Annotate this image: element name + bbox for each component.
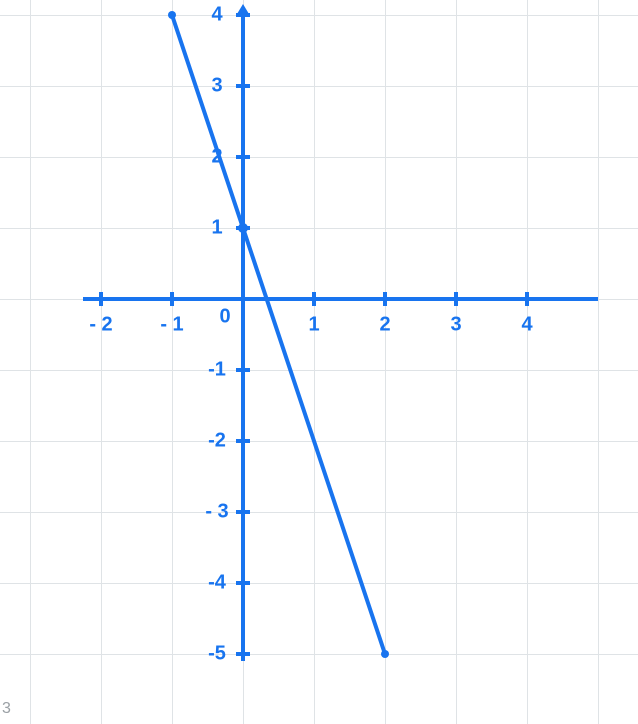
y-tick-label: -5	[208, 643, 226, 666]
grid-line-v	[101, 0, 102, 724]
y-tick-label: 4	[211, 4, 222, 27]
grid-line-v	[527, 0, 528, 724]
x-tick	[170, 292, 174, 306]
y-tick-label: -2	[208, 430, 226, 453]
grid-line-v	[172, 0, 173, 724]
y-tick	[236, 510, 250, 514]
x-tick-label: 1	[308, 314, 319, 337]
grid-line-h	[0, 86, 638, 87]
y-tick	[236, 581, 250, 585]
line-arrow-start	[168, 11, 176, 19]
line-arrow-end	[381, 650, 389, 658]
grid-line-v	[598, 0, 599, 724]
y-tick-label: -1	[208, 359, 226, 382]
grid-line-h	[0, 370, 638, 371]
x-tick-label: 3	[450, 314, 461, 337]
x-tick-label: 4	[521, 314, 532, 337]
grid-line-h	[0, 228, 638, 229]
y-tick-label: 3	[211, 75, 222, 98]
y-intercept-point	[238, 223, 248, 233]
grid-line-v	[456, 0, 457, 724]
corner-label: 3	[2, 700, 11, 718]
x-axis	[83, 297, 598, 301]
y-tick	[236, 13, 250, 17]
grid-line-h	[0, 441, 638, 442]
x-tick	[454, 292, 458, 306]
x-tick	[525, 292, 529, 306]
grid-line-h	[0, 583, 638, 584]
x-tick	[312, 292, 316, 306]
grid-line-h	[0, 654, 638, 655]
grid-line-h	[0, 512, 638, 513]
coordinate-plane: - 2- 112344321-1-2- 3-4-503	[0, 0, 638, 724]
y-tick	[236, 368, 250, 372]
x-tick-label: - 1	[160, 314, 183, 337]
plotted-line	[170, 14, 387, 654]
y-tick-label: - 3	[205, 501, 228, 524]
x-tick	[383, 292, 387, 306]
y-axis	[241, 8, 245, 661]
y-tick-label: 1	[211, 217, 222, 240]
y-tick	[236, 155, 250, 159]
grid-line-v	[30, 0, 31, 724]
y-tick	[236, 439, 250, 443]
grid-line-h	[0, 15, 638, 16]
grid-line-v	[385, 0, 386, 724]
grid-line-h	[0, 157, 638, 158]
y-tick	[236, 652, 250, 656]
x-tick-label: - 2	[89, 314, 112, 337]
x-tick	[99, 292, 103, 306]
x-tick-label: 2	[379, 314, 390, 337]
grid-line-v	[314, 0, 315, 724]
y-tick-label: -4	[208, 572, 226, 595]
origin-label: 0	[219, 306, 230, 329]
y-tick	[236, 84, 250, 88]
